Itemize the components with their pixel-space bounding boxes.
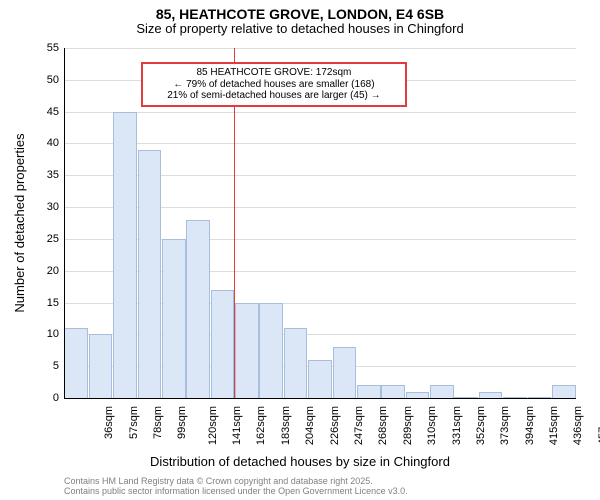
xtick-label: 120sqm xyxy=(207,406,219,445)
histogram-bar xyxy=(333,347,357,398)
ytick-label: 35 xyxy=(47,169,64,181)
x-axis-label: Distribution of detached houses by size … xyxy=(0,454,600,469)
xtick-label: 57sqm xyxy=(128,406,140,439)
ytick-label: 25 xyxy=(47,233,64,245)
xtick-label: 36sqm xyxy=(103,406,115,439)
xtick-label: 162sqm xyxy=(256,406,268,445)
histogram-bar xyxy=(138,150,162,398)
xtick-label: 436sqm xyxy=(573,406,585,445)
histogram-bar xyxy=(162,239,186,398)
histogram-bar xyxy=(186,220,210,398)
ytick-label: 55 xyxy=(47,42,64,54)
ytick-label: 40 xyxy=(47,137,64,149)
annotation-smaller: ← 79% of detached houses are smaller (16… xyxy=(149,79,399,91)
xtick-label: 415sqm xyxy=(548,406,560,445)
histogram-bar xyxy=(64,328,88,398)
xtick-label: 352sqm xyxy=(475,406,487,445)
y-axis-line xyxy=(64,48,65,398)
xtick-label: 268sqm xyxy=(378,406,390,445)
histogram-bar xyxy=(211,290,235,398)
histogram-bar xyxy=(284,328,308,398)
x-axis-line xyxy=(64,398,576,399)
ytick-label: 50 xyxy=(47,74,64,86)
histogram-bar xyxy=(381,385,405,398)
grid-line xyxy=(64,48,576,49)
xtick-label: 289sqm xyxy=(402,406,414,445)
xtick-label: 226sqm xyxy=(329,406,341,445)
xtick-label: 310sqm xyxy=(426,406,438,445)
attribution-line: Contains HM Land Registry data © Crown c… xyxy=(64,476,600,486)
annotation-headline: 85 HEATHCOTE GROVE: 172sqm xyxy=(149,67,399,79)
histogram-bar xyxy=(259,303,283,398)
ytick-label: 5 xyxy=(53,360,64,372)
ytick-label: 30 xyxy=(47,201,64,213)
attribution-line: Contains public sector information licen… xyxy=(64,486,600,496)
histogram-bar xyxy=(113,112,137,398)
histogram-bar xyxy=(552,385,576,398)
plot-area: 051015202530354045505536sqm57sqm78sqm99s… xyxy=(64,48,576,398)
grid-line xyxy=(64,112,576,113)
xtick-label: 99sqm xyxy=(176,406,188,439)
histogram-bar xyxy=(235,303,259,398)
xtick-label: 394sqm xyxy=(524,406,536,445)
ytick-label: 20 xyxy=(47,265,64,277)
chart-subtitle: Size of property relative to detached ho… xyxy=(0,22,600,37)
histogram-bar xyxy=(357,385,381,398)
y-axis-label: Number of detached properties xyxy=(12,48,27,398)
histogram-bar xyxy=(430,385,454,398)
ytick-label: 10 xyxy=(47,328,64,340)
xtick-label: 247sqm xyxy=(353,406,365,445)
xtick-label: 141sqm xyxy=(231,406,243,445)
ytick-label: 0 xyxy=(53,392,64,404)
ytick-label: 45 xyxy=(47,106,64,118)
attribution: Contains HM Land Registry data © Crown c… xyxy=(0,476,600,497)
ytick-label: 15 xyxy=(47,297,64,309)
chart-container: 85, HEATHCOTE GROVE, LONDON, E4 6SB Size… xyxy=(0,0,600,500)
xtick-label: 373sqm xyxy=(499,406,511,445)
xtick-label: 78sqm xyxy=(152,406,164,439)
annotation-box: 85 HEATHCOTE GROVE: 172sqm← 79% of detac… xyxy=(141,62,407,107)
chart-title: 85, HEATHCOTE GROVE, LONDON, E4 6SB xyxy=(0,0,600,22)
xtick-label: 331sqm xyxy=(451,406,463,445)
histogram-bar xyxy=(308,360,332,398)
grid-line xyxy=(64,143,576,144)
xtick-label: 204sqm xyxy=(304,406,316,445)
histogram-bar xyxy=(89,334,113,398)
annotation-larger: 21% of semi-detached houses are larger (… xyxy=(149,90,399,102)
xtick-label: 183sqm xyxy=(280,406,292,445)
